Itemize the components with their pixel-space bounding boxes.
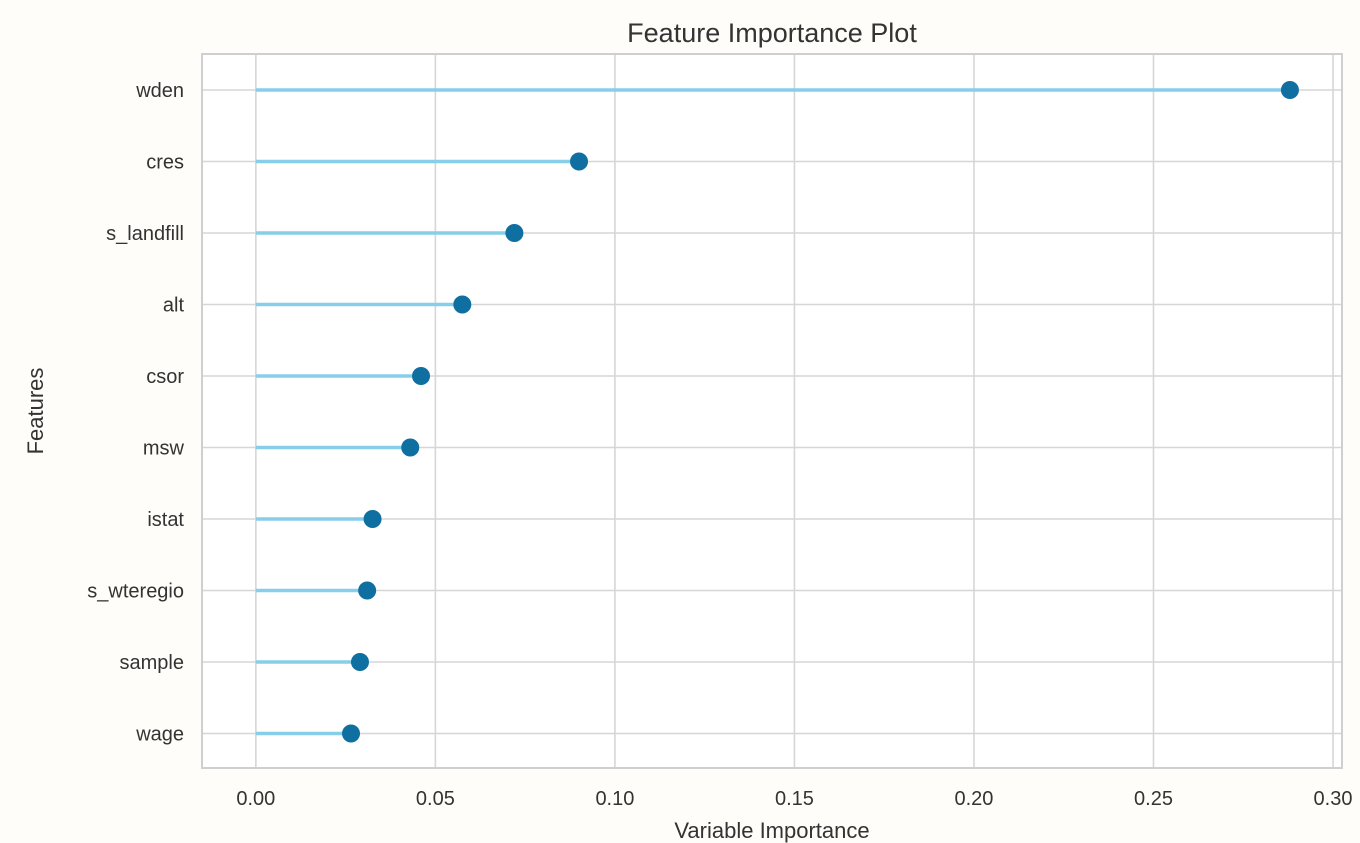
x-tick-label: 0.20 [954, 788, 993, 810]
x-axis-label: Variable Importance [674, 818, 869, 843]
y-tick-label: cres [146, 152, 184, 174]
x-tick-label: 0.15 [775, 788, 814, 810]
y-axis-label: Features [23, 368, 48, 455]
x-tick-labels: 0.00 0.05 0.10 0.15 0.20 0.25 0.30 [236, 788, 1352, 810]
x-tick-label: 0.05 [416, 788, 455, 810]
y-tick-label: istat [147, 509, 184, 531]
y-tick-label: msw [143, 438, 185, 460]
x-tick-label: 0.10 [595, 788, 634, 810]
lollipop-dot [363, 510, 382, 528]
y-tick-label: alt [163, 295, 185, 317]
lollipop-dot [358, 581, 377, 600]
x-tick-label: 0.25 [1134, 788, 1173, 810]
lollipop-dot [505, 224, 524, 242]
lollipop-dot [453, 295, 472, 314]
lollipop-dots [342, 81, 1299, 743]
lollipop-dot [570, 152, 589, 171]
lollipop-dot [412, 367, 431, 385]
lollipop-dot [350, 653, 369, 671]
lollipop-dot [401, 438, 420, 457]
lollipop-dot [342, 724, 361, 743]
y-tick-label: sample [120, 652, 184, 674]
y-tick-label: csor [146, 366, 184, 388]
vertical-gridlines [255, 54, 1334, 768]
y-tick-label: wden [135, 80, 184, 102]
lollipop-stems [255, 88, 1290, 736]
x-tick-label: 0.00 [236, 788, 275, 810]
y-tick-label: wage [135, 724, 184, 746]
y-tick-label: s_landfill [106, 223, 184, 245]
plot-frame [201, 53, 1343, 769]
chart-title: Feature Importance Plot [627, 18, 917, 48]
lollipop-dot [1280, 81, 1299, 99]
y-tick-label: s_wteregio [87, 581, 184, 603]
plot-area [202, 54, 1342, 768]
x-tick-label: 0.30 [1314, 788, 1353, 810]
